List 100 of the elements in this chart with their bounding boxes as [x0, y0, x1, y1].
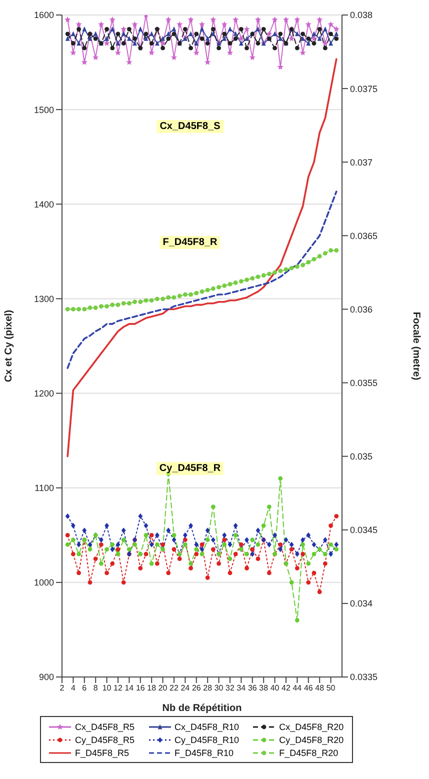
point	[261, 523, 266, 528]
point	[267, 542, 272, 548]
point	[193, 50, 200, 56]
point	[300, 32, 305, 36]
point	[228, 556, 232, 561]
point	[82, 46, 87, 50]
point	[322, 40, 328, 46]
point	[71, 538, 76, 542]
point	[76, 21, 82, 28]
point	[198, 21, 206, 28]
point	[300, 537, 305, 543]
point	[244, 46, 249, 50]
point	[239, 279, 244, 284]
point	[65, 36, 70, 41]
point	[149, 31, 154, 36]
y2-tick-label: 0.034	[350, 598, 373, 609]
point	[144, 522, 148, 528]
point	[233, 36, 238, 41]
point	[211, 547, 216, 552]
point	[138, 552, 143, 556]
point	[323, 251, 328, 256]
point	[149, 41, 154, 46]
point	[132, 300, 137, 304]
point	[323, 26, 328, 32]
point	[166, 295, 171, 300]
point	[278, 476, 283, 481]
point	[334, 514, 339, 518]
point	[160, 46, 165, 50]
point	[116, 32, 120, 36]
point	[160, 542, 165, 547]
point	[306, 561, 311, 566]
point	[238, 35, 244, 42]
y-axis-title: Cx et Cy (pixel)	[4, 310, 15, 382]
point	[205, 538, 210, 542]
point	[76, 570, 81, 576]
point	[155, 561, 160, 566]
point	[222, 542, 227, 547]
point	[65, 542, 70, 547]
point	[328, 40, 333, 46]
point	[176, 21, 183, 28]
point	[239, 40, 244, 46]
point	[183, 292, 188, 297]
point	[295, 264, 300, 269]
point	[317, 36, 322, 41]
x-tick-label: 32	[226, 684, 235, 693]
point	[104, 570, 109, 576]
point	[278, 32, 283, 36]
point	[76, 307, 81, 312]
point	[256, 26, 260, 32]
y-tick-label: 1000	[34, 578, 54, 588]
point	[272, 46, 277, 50]
point	[144, 32, 148, 36]
point	[188, 16, 194, 22]
point	[334, 31, 339, 36]
point	[172, 547, 176, 552]
point	[132, 40, 137, 46]
point	[116, 40, 120, 46]
point	[132, 542, 137, 547]
line-series	[66, 58, 338, 458]
point	[310, 35, 318, 42]
x-tick-label: 14	[124, 684, 134, 693]
point	[110, 561, 115, 566]
point	[244, 36, 249, 41]
point	[306, 40, 311, 46]
point	[295, 46, 300, 50]
point	[284, 537, 288, 543]
annotation: Cx_D45F8_S	[156, 120, 224, 133]
point	[183, 542, 188, 547]
point	[289, 266, 294, 270]
point	[172, 295, 176, 300]
point	[233, 532, 238, 538]
point	[232, 16, 239, 22]
point	[88, 306, 92, 310]
x-tick-label: 42	[282, 684, 291, 693]
point	[144, 36, 148, 41]
point	[244, 26, 250, 32]
point	[165, 16, 172, 22]
point	[104, 522, 109, 528]
point	[76, 552, 81, 556]
point	[272, 31, 277, 36]
x-tick-label: 12	[114, 684, 123, 693]
point	[110, 46, 115, 50]
point	[205, 576, 210, 580]
point	[99, 542, 104, 547]
point	[278, 546, 283, 552]
point	[183, 538, 188, 542]
point	[166, 528, 171, 534]
point	[200, 26, 204, 32]
point	[334, 542, 339, 548]
point	[155, 296, 160, 302]
x-tick-label: 22	[170, 684, 179, 693]
point	[244, 278, 249, 282]
point	[76, 26, 81, 32]
x-tick-label: 20	[158, 684, 168, 693]
point	[288, 35, 295, 42]
point	[121, 31, 126, 36]
point	[261, 273, 266, 278]
point	[127, 301, 132, 306]
point	[211, 31, 216, 36]
point	[334, 36, 339, 41]
